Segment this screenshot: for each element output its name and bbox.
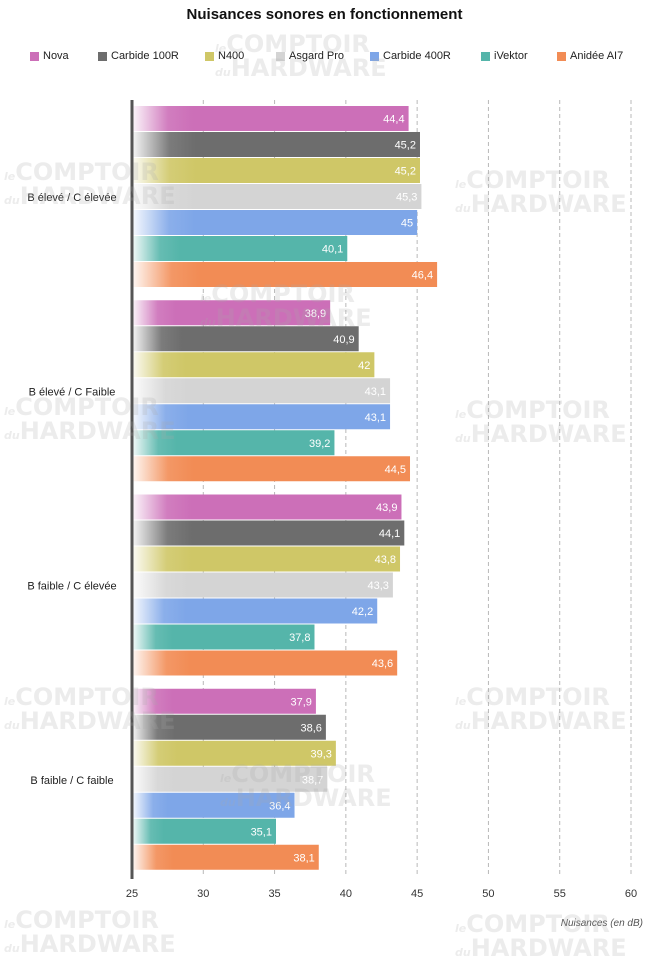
legend-label: iVektor — [494, 50, 528, 62]
data-label-2-6: 43,6 — [372, 658, 393, 670]
data-label-1-0: 38,9 — [305, 308, 326, 320]
data-label-1-1: 40,9 — [333, 334, 354, 346]
x-axis-title: Nuisances (en dB) — [561, 918, 643, 929]
data-label-0-3: 45,3 — [396, 192, 417, 204]
x-tick-label-30: 30 — [197, 888, 209, 900]
category-label-3: B faible / C faible — [30, 775, 113, 787]
category-label-2: B faible / C élevée — [27, 581, 116, 593]
legend-item-1: Carbide 100R — [98, 50, 179, 62]
x-tick-label-50: 50 — [482, 888, 494, 900]
bar-0-5 — [132, 236, 348, 261]
legend-swatch — [370, 51, 379, 61]
data-label-3-1: 38,6 — [300, 722, 321, 734]
bar-1-2 — [132, 352, 375, 378]
bar-3-1 — [132, 714, 326, 740]
x-tick-label-55: 55 — [554, 888, 566, 900]
data-label-0-6: 46,4 — [412, 270, 433, 282]
data-label-2-3: 43,3 — [367, 580, 388, 592]
data-label-3-5: 35,1 — [251, 826, 272, 838]
bar-3-2 — [132, 740, 336, 766]
x-tick-label-45: 45 — [411, 888, 423, 900]
x-tick-label-35: 35 — [268, 888, 280, 900]
data-label-2-1: 44,1 — [379, 528, 400, 540]
bar-1-0 — [132, 300, 331, 326]
data-label-1-4: 43,1 — [365, 412, 386, 424]
bar-3-4 — [132, 792, 295, 818]
bar-1-6 — [132, 456, 411, 482]
bar-1-5 — [132, 430, 335, 456]
legend-item-2: N400 — [205, 50, 244, 62]
bar-1-3 — [132, 378, 391, 404]
legend-label: Nova — [43, 50, 69, 62]
legend-swatch — [98, 51, 107, 61]
legend-swatch — [276, 51, 285, 61]
bar-0-0 — [132, 106, 409, 131]
bar-0-2 — [132, 158, 420, 183]
legend-swatch — [30, 51, 39, 61]
chart-title: Nuisances sonores en fonctionnement — [186, 6, 463, 23]
chart-plot: 44,4 45,2 45,2 45,3 45 40,1 46,4 B élevé / C él… — [27, 100, 643, 929]
legend-swatch — [557, 51, 566, 61]
category-label-1: B élevé / C Faible — [29, 386, 116, 398]
legend-label: Carbide 400R — [383, 50, 451, 62]
data-label-1-2: 42 — [358, 360, 370, 372]
legend-label: Anidée AI7 — [570, 50, 624, 62]
data-label-0-5: 40,1 — [322, 244, 343, 256]
bar-2-5 — [132, 624, 315, 650]
data-label-2-5: 37,8 — [289, 632, 310, 644]
bar-1-1 — [132, 326, 359, 352]
x-tick-label-40: 40 — [340, 888, 352, 900]
bar-0-3 — [132, 184, 422, 209]
legend-label: Carbide 100R — [111, 50, 179, 62]
bar-3-5 — [132, 818, 276, 844]
bar-2-4 — [132, 598, 378, 624]
bar-2-2 — [132, 546, 401, 572]
data-label-3-6: 38,1 — [293, 852, 314, 864]
legend-item-3: Asgard Pro — [276, 50, 344, 62]
x-tick-label-60: 60 — [625, 888, 637, 900]
data-label-1-6: 44,5 — [385, 464, 406, 476]
data-label-0-0: 44,4 — [383, 114, 404, 126]
data-label-2-0: 43,9 — [376, 502, 397, 514]
bar-2-0 — [132, 494, 402, 520]
legend-label: Asgard Pro — [289, 50, 345, 62]
bar-3-3 — [132, 766, 328, 792]
x-tick-label-25: 25 — [126, 888, 138, 900]
legend-item-4: Carbide 400R — [370, 50, 451, 62]
legend: Nova Carbide 100R N400 Asgard Pro Carbide 40… — [0, 50, 649, 66]
bar-0-4 — [132, 210, 418, 235]
data-label-3-0: 37,9 — [290, 696, 311, 708]
legend-item-5: iVektor — [481, 50, 528, 62]
data-label-0-1: 45,2 — [395, 140, 416, 152]
legend-item-6: Anidée AI7 — [557, 50, 623, 62]
bar-3-0 — [132, 688, 316, 714]
bar-2-3 — [132, 572, 393, 598]
category-label-0: B élevé / C élevée — [27, 192, 116, 204]
data-label-1-3: 43,1 — [365, 386, 386, 398]
bar-2-6 — [132, 650, 398, 676]
data-label-0-4: 45 — [401, 218, 413, 230]
bar-1-4 — [132, 404, 391, 430]
data-label-3-2: 39,3 — [310, 748, 331, 760]
legend-item-0: Nova — [30, 50, 69, 62]
bar-2-1 — [132, 520, 405, 546]
data-label-2-4: 42,2 — [352, 606, 373, 618]
data-label-0-2: 45,2 — [395, 166, 416, 178]
data-label-1-5: 39,2 — [309, 438, 330, 450]
bar-0-1 — [132, 132, 420, 157]
legend-label: N400 — [218, 50, 245, 62]
data-label-3-3: 38,7 — [302, 774, 323, 786]
data-label-3-4: 36,4 — [269, 800, 290, 812]
bar-3-6 — [132, 844, 319, 870]
bar-0-6 — [132, 262, 438, 287]
legend-swatch — [205, 51, 214, 61]
data-label-2-2: 43,8 — [375, 554, 396, 566]
legend-swatch — [481, 51, 490, 61]
